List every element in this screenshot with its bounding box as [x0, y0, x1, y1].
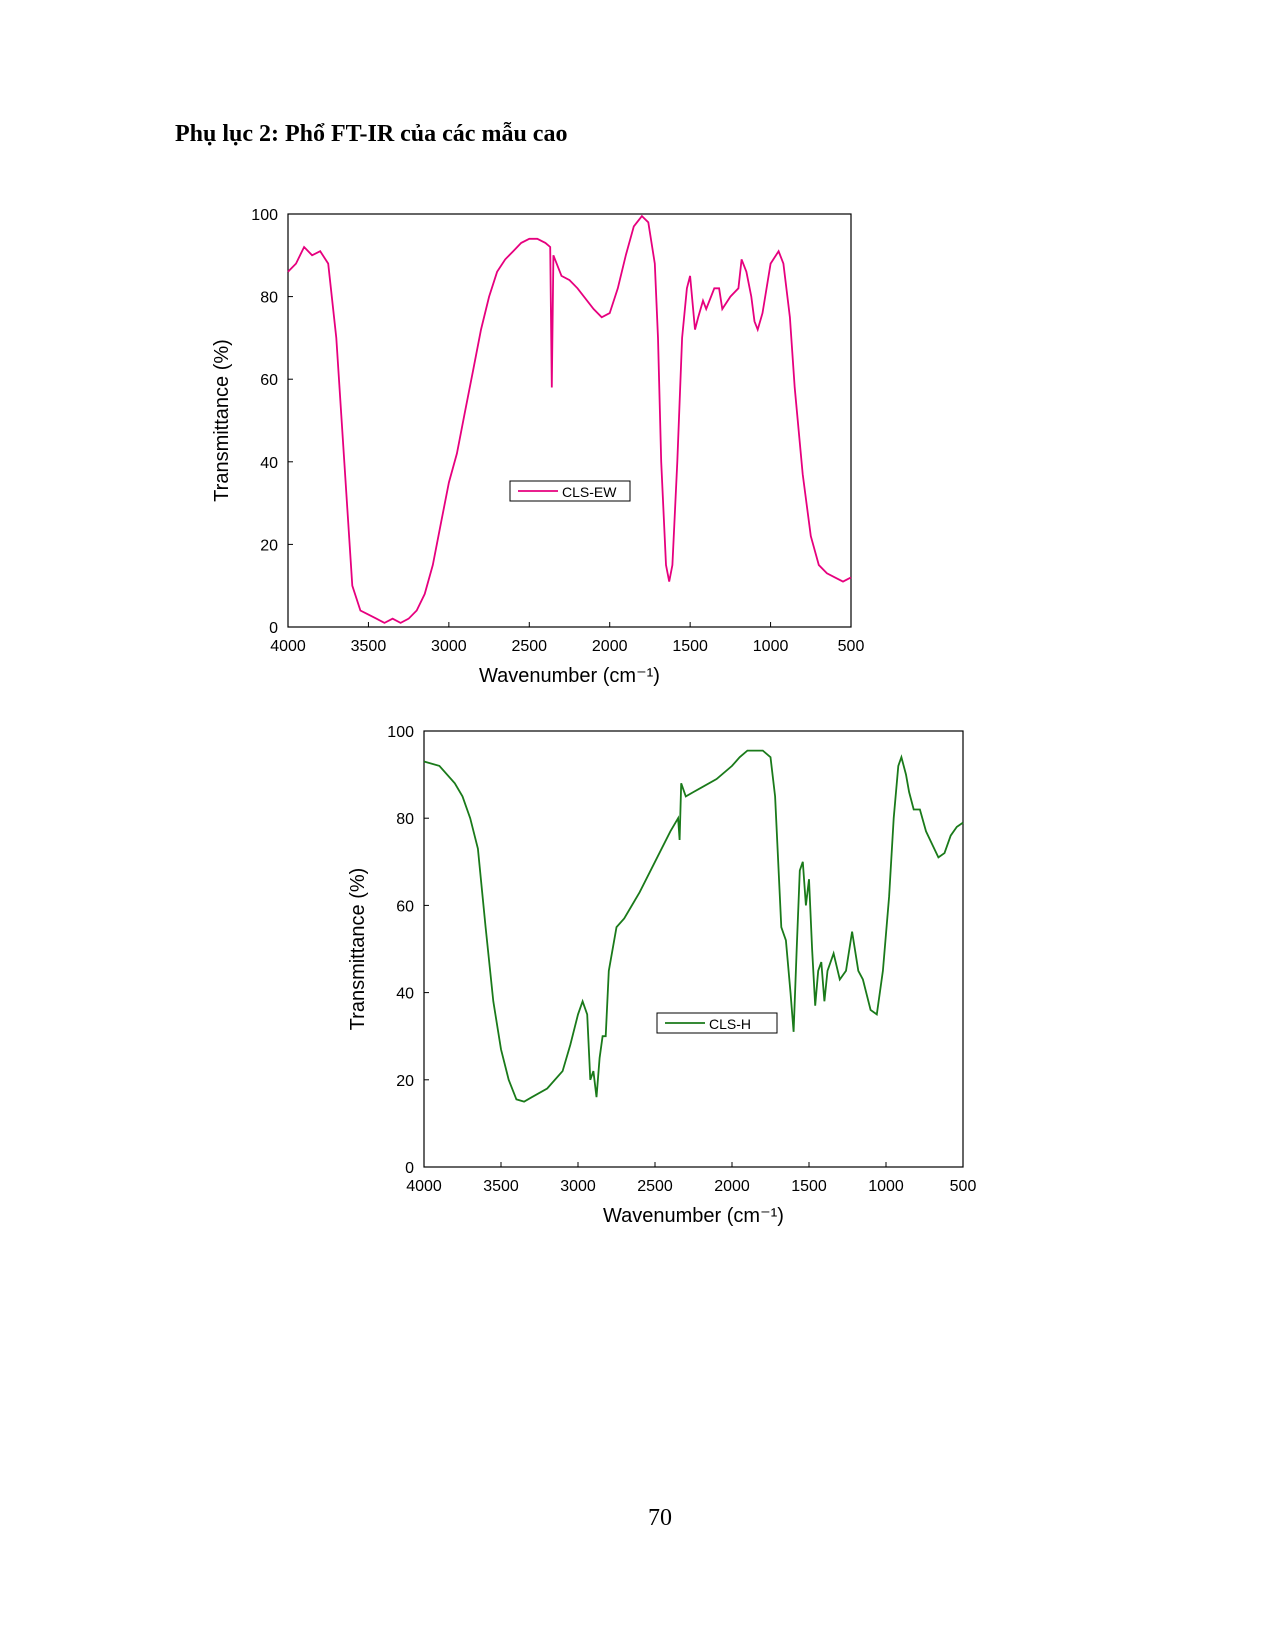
- y-axis-label: Transmittance (%): [211, 339, 233, 502]
- x-tick-label: 3500: [351, 638, 387, 655]
- y-tick-label: 40: [260, 455, 278, 472]
- plot-frame: [287, 213, 852, 628]
- x-tick-label: 1000: [868, 1178, 904, 1195]
- y-tick-label: 40: [396, 986, 414, 1003]
- y-tick-label: 100: [251, 207, 278, 224]
- legend-label: CLS-EW: [562, 484, 617, 500]
- legend-label: CLS-H: [709, 1016, 751, 1032]
- spectrum-line: [287, 214, 852, 624]
- x-tick-label: 2000: [592, 638, 628, 655]
- legend-box: [509, 480, 631, 502]
- x-tick-label: 3000: [560, 1178, 596, 1195]
- x-axis-label: Wavenumber (cm⁻¹): [479, 665, 660, 687]
- x-tick-label: 500: [838, 638, 865, 655]
- y-tick-label: 60: [396, 898, 414, 915]
- y-tick-label: 20: [396, 1073, 414, 1090]
- y-tick-label: 20: [260, 537, 278, 554]
- y-tick-label: 100: [387, 724, 414, 741]
- spectrum-line: [423, 749, 964, 1103]
- x-tick-label: 2000: [714, 1178, 750, 1195]
- x-tick-label: 4000: [406, 1178, 442, 1195]
- plot-frame: [423, 730, 964, 1168]
- heading: Phụ lục 2: Phổ FT-IR của các mẫu cao: [175, 121, 567, 147]
- legend-box: [656, 1012, 778, 1034]
- x-tick-label: 3500: [483, 1178, 519, 1195]
- x-tick-label: 500: [950, 1178, 977, 1195]
- y-tick-label: 80: [260, 290, 278, 307]
- y-axis-label: Transmittance (%): [347, 868, 369, 1031]
- y-tick-label: 0: [405, 1160, 414, 1177]
- x-tick-label: 1500: [791, 1178, 827, 1195]
- y-tick-label: 60: [260, 372, 278, 389]
- x-tick-label: 1000: [753, 638, 789, 655]
- x-tick-label: 3000: [431, 638, 467, 655]
- y-tick-label: 0: [269, 620, 278, 637]
- x-tick-label: 2500: [511, 638, 547, 655]
- x-tick-label: 1500: [672, 638, 708, 655]
- x-tick-label: 2500: [637, 1178, 673, 1195]
- y-tick-label: 80: [396, 811, 414, 828]
- page-number: 70: [648, 1505, 672, 1531]
- x-tick-label: 4000: [270, 638, 306, 655]
- x-axis-label: Wavenumber (cm⁻¹): [603, 1205, 784, 1227]
